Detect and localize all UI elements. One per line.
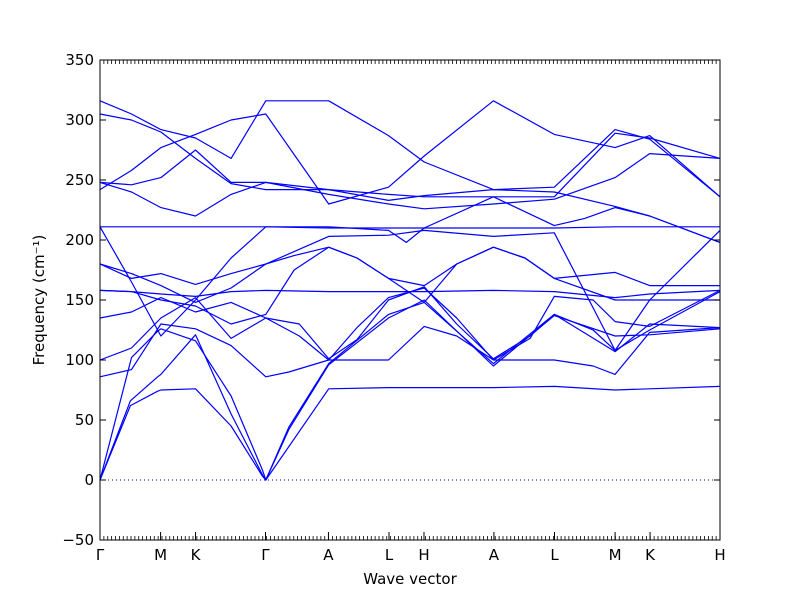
y-tick-label: 300	[65, 111, 94, 129]
plot-frame	[99, 59, 721, 541]
branch-line-1	[99, 385, 721, 481]
x-tick-label: M	[154, 546, 167, 564]
x-tick-label: H	[714, 546, 725, 564]
x-tick-label: Γ	[261, 546, 270, 564]
branch-line-12	[99, 196, 721, 337]
branch-line-3	[99, 301, 721, 481]
x-tick-label: K	[645, 546, 656, 564]
y-tick-label: 100	[65, 351, 94, 369]
x-tick-label: L	[385, 546, 394, 564]
branch-line-15	[99, 100, 721, 205]
x-tick-label: Γ	[96, 546, 105, 564]
plot-area	[99, 100, 721, 481]
x-tick-label: H	[418, 546, 429, 564]
x-tick-label: L	[550, 546, 559, 564]
branch-line-14	[99, 149, 721, 210]
y-tick-label: 350	[65, 51, 94, 69]
x-tick-label: K	[191, 546, 202, 564]
x-tick-label: M	[609, 546, 622, 564]
branch-line-5	[99, 286, 721, 361]
y-tick-label: 50	[75, 411, 94, 429]
y-tick-label: 150	[65, 291, 94, 309]
y-tick-label: 250	[65, 171, 94, 189]
x-tick-label: A	[489, 546, 500, 564]
branch-line-16	[99, 113, 721, 198]
branch-line-17	[99, 100, 721, 198]
branch-line-10	[99, 229, 721, 351]
x-axis-label: Wave vector	[363, 570, 457, 588]
y-tick-label: 200	[65, 231, 94, 249]
branch-line-4	[99, 323, 721, 378]
branch-line-9	[99, 246, 720, 303]
y-tick-label: −50	[62, 531, 94, 549]
y-tick-label: 0	[84, 471, 94, 489]
branch-line-6	[99, 287, 721, 361]
x-tick-label: A	[323, 546, 334, 564]
y-axis-label: Frequency (cm⁻¹)	[30, 235, 48, 366]
